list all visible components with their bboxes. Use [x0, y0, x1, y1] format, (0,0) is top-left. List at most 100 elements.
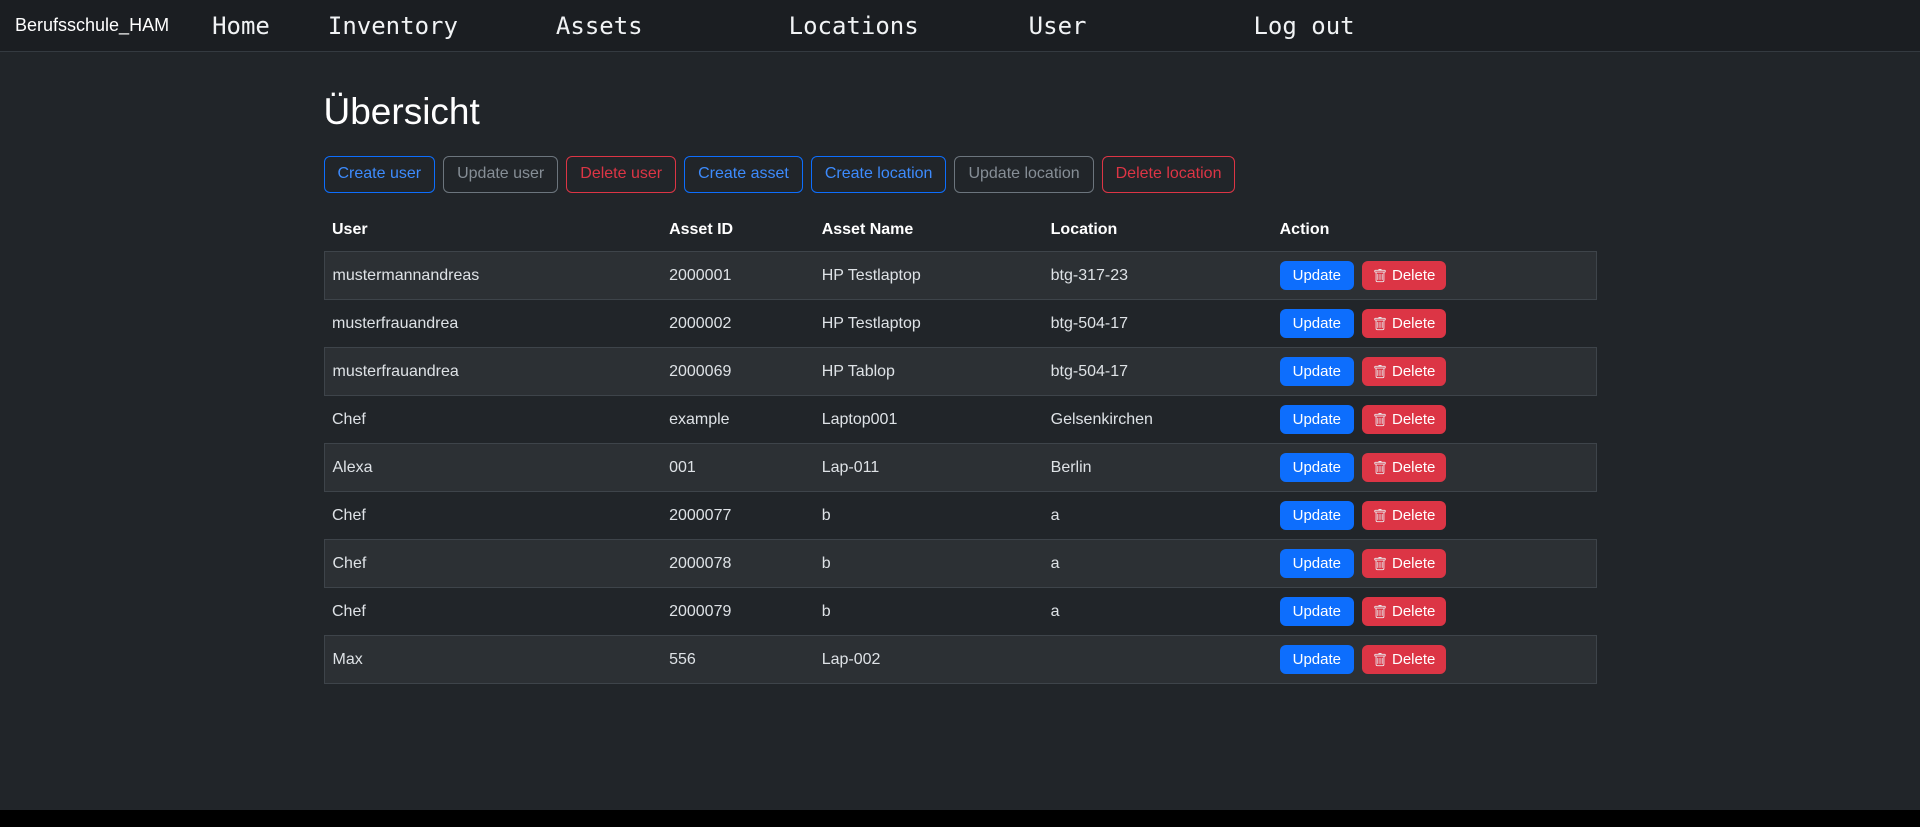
delete-button-label: Delete [1391, 459, 1436, 477]
cell-action: Update Delete [1272, 492, 1596, 540]
delete-button[interactable]: Delete [1361, 405, 1447, 435]
trash-icon [1374, 508, 1386, 522]
update-user-button[interactable]: Update user [443, 156, 559, 194]
cell-action: Update Delete [1272, 588, 1596, 636]
table-row: Chef example Laptop001 Gelsenkirchen Update D… [324, 395, 1596, 444]
table-row: Alexa 001 Lap-011 Berlin Update Delete [323, 443, 1597, 492]
cell-asset-name: b [821, 602, 831, 620]
update-button[interactable]: Update [1279, 645, 1354, 675]
cell-action: Update Delete [1271, 635, 1597, 684]
cell-asset-name: Lap-011 [821, 458, 880, 476]
cell-asset-id: 2000078 [669, 554, 732, 572]
delete-button[interactable]: Delete [1361, 645, 1447, 675]
delete-button[interactable]: Delete [1361, 261, 1447, 291]
cell-asset-id: example [669, 410, 730, 428]
cell-location: Gelsenkirchen [1050, 410, 1153, 428]
cell-asset-id: 2000001 [669, 266, 732, 284]
update-button[interactable]: Update [1279, 597, 1354, 627]
table-row: musterfrauandrea 2000069 HP Tablop btg-504-… [323, 347, 1597, 396]
navbar-menu: Home Inventory Assets Locations User Log out [169, 12, 1355, 40]
column-header-location: Location [1050, 221, 1118, 239]
delete-button-label: Delete [1391, 411, 1436, 429]
trash-icon [1374, 604, 1386, 618]
delete-button[interactable]: Delete [1361, 549, 1447, 579]
nav-item-assets: Assets [556, 12, 643, 40]
cell-location: btg-504-17 [1050, 362, 1129, 380]
navbar: Berufsschule_HAM Home Inventory Assets Loca… [0, 0, 1920, 52]
update-button[interactable]: Update [1279, 549, 1354, 579]
update-button[interactable]: Update [1279, 453, 1354, 483]
cell-asset-name: b [821, 554, 831, 572]
cell-asset-id: 001 [669, 458, 696, 476]
cell-asset-id: 2000069 [669, 362, 732, 380]
delete-button[interactable]: Delete [1361, 597, 1447, 627]
table-header-row: User Asset ID Asset Name Location Action [324, 209, 1596, 252]
cell-user: Chef [332, 602, 366, 620]
cell-action: Update Delete [1271, 251, 1597, 300]
delete-button[interactable]: Delete [1361, 309, 1447, 339]
cell-action: Update Delete [1271, 347, 1597, 396]
navbar-brand[interactable]: Berufsschule_HAM [15, 15, 170, 35]
cell-action: Update Delete [1271, 539, 1597, 588]
column-header-user: User [332, 221, 368, 239]
nav-item-locations: Locations [789, 12, 919, 40]
cell-user: musterfrauandrea [332, 314, 459, 332]
create-location-button[interactable]: Create location [810, 156, 947, 194]
cell-user: Chef [323, 539, 662, 588]
cell-location: a [1050, 506, 1060, 524]
cell-user: mustermannandreas [323, 251, 662, 300]
cell-location: a [1050, 602, 1060, 620]
create-user-button[interactable]: Create user [323, 156, 436, 194]
cell-asset-id: 2000079 [669, 602, 732, 620]
delete-location-button[interactable]: Delete location [1101, 156, 1236, 194]
delete-button[interactable]: Delete [1361, 453, 1447, 483]
delete-button-label: Delete [1391, 363, 1436, 381]
nav-link-inventory[interactable]: Inventory [327, 11, 458, 40]
nav-link-locations[interactable]: Locations [788, 11, 919, 40]
delete-button[interactable]: Delete [1361, 501, 1447, 531]
delete-button-label: Delete [1391, 651, 1436, 669]
cell-location: a [1050, 554, 1060, 572]
toolbar: Create user Update user Delete user Create … [323, 156, 1597, 194]
cell-location: Berlin [1050, 458, 1092, 476]
trash-icon [1374, 364, 1386, 378]
nav-link-log-out[interactable]: Log out [1253, 11, 1355, 40]
update-button[interactable]: Update [1279, 405, 1354, 435]
cell-location: btg-317-23 [1050, 266, 1129, 284]
nav-link-user[interactable]: User [1028, 11, 1087, 40]
trash-icon [1374, 460, 1386, 474]
delete-button-label: Delete [1391, 507, 1436, 525]
trash-icon [1374, 652, 1386, 666]
update-button[interactable]: Update [1279, 357, 1354, 387]
table-body: mustermannandreas 2000001 HP Testlaptop btg… [323, 251, 1597, 684]
update-button[interactable]: Update [1279, 501, 1354, 531]
cell-location [1043, 636, 1272, 684]
update-button[interactable]: Update [1279, 261, 1354, 291]
cell-asset-id: 556 [669, 650, 696, 668]
cell-action: Update Delete [1272, 300, 1596, 348]
delete-button-label: Delete [1391, 555, 1436, 573]
column-header-action: Action [1279, 221, 1330, 239]
cell-asset-name: Laptop001 [821, 410, 898, 428]
update-button[interactable]: Update [1279, 309, 1354, 339]
cell-location: btg-504-17 [1050, 314, 1129, 332]
table-row: musterfrauandrea 2000002 HP Testlaptop btg-… [324, 299, 1596, 348]
cell-user: Chef [332, 506, 366, 524]
create-asset-button[interactable]: Create asset [684, 156, 803, 194]
cell-user: Alexa [323, 443, 662, 492]
page-title: Übersicht [323, 91, 480, 132]
delete-button-label: Delete [1391, 267, 1436, 285]
cell-asset-name: HP Testlaptop [821, 314, 921, 332]
nav-item-log-out: Log out [1253, 12, 1354, 40]
nav-item-inventory: Inventory [328, 12, 458, 40]
bottom-edge [0, 810, 1920, 827]
cell-action: Update Delete [1271, 443, 1597, 492]
nav-link-assets[interactable]: Assets [555, 11, 643, 40]
nav-link-home[interactable]: Home [212, 11, 270, 40]
delete-button[interactable]: Delete [1361, 357, 1447, 387]
update-location-button[interactable]: Update location [954, 156, 1094, 194]
trash-icon [1374, 316, 1386, 330]
table-row: Chef 2000077 b a Update Delete [324, 491, 1596, 540]
table-row: mustermannandreas 2000001 HP Testlaptop btg… [323, 251, 1597, 300]
delete-user-button[interactable]: Delete user [566, 156, 677, 194]
